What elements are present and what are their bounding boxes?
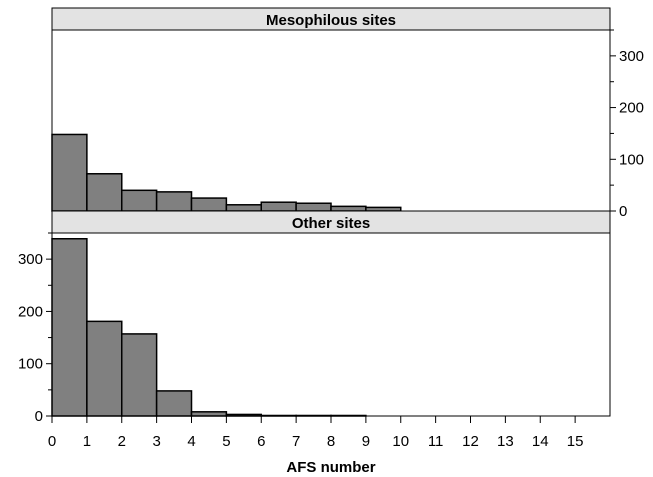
y-axis-left: 0 100 200 300 (18, 232, 53, 425)
y-tick-label: 0 (35, 408, 43, 425)
x-tick-label: 7 (292, 433, 300, 450)
x-tick-label: 1 (83, 433, 91, 450)
x-tick-label: 14 (532, 433, 549, 450)
x-tick-label: 13 (497, 433, 514, 450)
bar-0 (51, 133, 88, 212)
bar-3 (155, 191, 193, 212)
x-tick-label: 12 (462, 433, 479, 450)
panel-mesophilous: Mesophilous sites 0 100 200 300 (51, 7, 644, 220)
panel-title-other: Other sites (292, 215, 370, 232)
y-axis-right: 0 100 200 300 (609, 29, 644, 220)
bar-0 (51, 238, 88, 417)
x-tick-label: 5 (222, 433, 230, 450)
x-tick-label: 10 (392, 433, 409, 450)
x-tick-label: 8 (327, 433, 335, 450)
plot-frame-mesophilous (51, 29, 611, 212)
bar-2 (121, 189, 158, 212)
y-tick-label: 100 (18, 356, 43, 373)
y-tick-label: 200 (18, 303, 43, 320)
bar-5 (225, 204, 263, 212)
panel-other: Other sites 0 100 200 300 (18, 210, 611, 425)
bar-9 (365, 206, 402, 212)
x-tick-label: 15 (567, 433, 584, 450)
x-tick-label: 3 (152, 433, 160, 450)
x-axis-title: AFS number (286, 459, 375, 476)
y-tick-label: 0 (619, 203, 627, 220)
panel-title-mesophilous: Mesophilous sites (266, 12, 396, 29)
bars-mesophilous (51, 133, 402, 212)
bar-6 (260, 414, 297, 417)
bar-4 (190, 411, 228, 417)
y-tick-label: 200 (619, 100, 644, 117)
bar-5 (225, 413, 263, 417)
y-tick-label: 300 (619, 48, 644, 65)
bar-7 (295, 202, 332, 212)
x-tick-label: 11 (428, 433, 444, 450)
bar-7 (295, 414, 332, 417)
x-tick-label: 9 (362, 433, 370, 450)
x-tick-label: 6 (257, 433, 265, 450)
x-tick-label: 0 (48, 433, 56, 450)
bar-2 (121, 333, 158, 417)
bar-1 (86, 320, 123, 417)
bar-3 (155, 390, 193, 417)
y-tick-label: 300 (18, 251, 43, 268)
bar-1 (86, 173, 123, 212)
y-tick-label: 100 (619, 151, 644, 168)
x-tick-label: 4 (187, 433, 195, 450)
bar-6 (260, 201, 297, 212)
bar-8 (330, 414, 367, 417)
bar-4 (190, 197, 228, 212)
x-axis: 0 1 2 3 4 5 6 7 8 9 10 11 12 13 14 15 (48, 416, 584, 450)
bars-other (51, 238, 367, 417)
bar-8 (330, 205, 367, 212)
x-tick-label: 2 (118, 433, 126, 450)
